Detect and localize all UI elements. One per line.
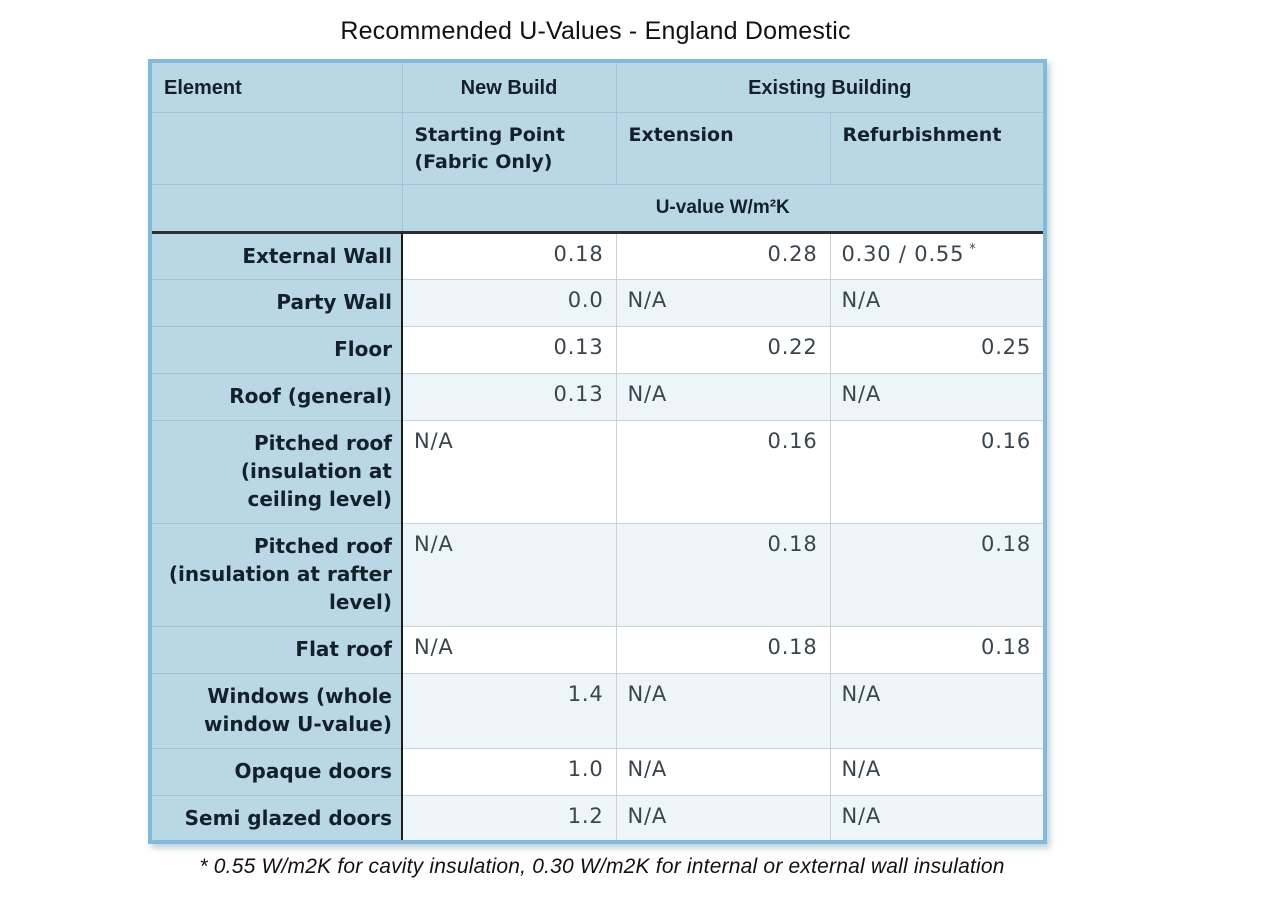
cell-refurbishment: N/A (829, 747, 1046, 796)
cell-starting-point: 1.2 (401, 794, 617, 843)
cell-starting-point: 1.4 (401, 672, 617, 749)
table-row: Pitched roof (insulation at ceiling leve… (149, 419, 1046, 524)
table-row: Party Wall 0.0 N/A N/A (149, 278, 1046, 327)
cell-extension: N/A (615, 747, 831, 796)
cell-starting-point: N/A (401, 522, 617, 627)
column-header-extension: Extension (615, 111, 831, 185)
column-header-new-build: New Build (401, 60, 617, 113)
u-values-sheet: Recommended U-Values - England Domestic … (148, 17, 1047, 879)
cell-extension: N/A (615, 794, 831, 843)
cell-refurbishment: N/A (829, 794, 1046, 843)
cell-starting-point: 1.0 (401, 747, 617, 796)
cell-starting-point: N/A (401, 419, 617, 524)
row-label: Roof (general) (149, 372, 403, 421)
header-row-groups: Element New Build Existing Building (149, 60, 1046, 113)
table-row: Windows (whole window U-value) 1.4 N/A N… (149, 672, 1046, 749)
cell-starting-point: 0.13 (401, 325, 617, 374)
cell-extension: N/A (615, 372, 831, 421)
cell-extension: 0.18 (615, 625, 831, 674)
cell-starting-point: N/A (401, 625, 617, 674)
row-label: Floor (149, 325, 403, 374)
unit-header: U-value W/m²K (401, 183, 1046, 234)
row-label: Opaque doors (149, 747, 403, 796)
row-label: Pitched roof (insulation at rafter level… (149, 522, 403, 627)
header-spacer-cell (149, 183, 403, 234)
page-title: Recommended U-Values - England Domestic (340, 17, 851, 45)
table-row: Semi glazed doors 1.2 N/A N/A (149, 794, 1046, 843)
row-label: Pitched roof (insulation at ceiling leve… (149, 419, 403, 524)
column-header-element: Element (149, 60, 403, 113)
row-label: Flat roof (149, 625, 403, 674)
column-header-starting-point: Starting Point (Fabric Only) (401, 111, 617, 185)
header-row-unit: U-value W/m²K (149, 183, 1046, 234)
cell-extension: 0.16 (615, 419, 831, 524)
cell-refurbishment: 0.18 (829, 625, 1046, 674)
cell-refurbishment: N/A (829, 278, 1046, 327)
cell-extension: N/A (615, 672, 831, 749)
cell-value: 0.30 / 0.55 (841, 241, 965, 266)
row-label: Windows (whole window U-value) (149, 672, 403, 749)
cell-refurbishment: 0.18 (829, 522, 1046, 627)
row-label: External Wall (149, 231, 403, 280)
cell-starting-point: 0.18 (401, 231, 617, 280)
table-row: Pitched roof (insulation at rafter level… (149, 522, 1046, 627)
cell-refurbishment: 0.25 (829, 325, 1046, 374)
cell-extension: 0.28 (615, 231, 831, 280)
table-row: Floor 0.13 0.22 0.25 (149, 325, 1046, 374)
cell-extension: 0.18 (615, 522, 831, 627)
header-spacer-cell (149, 111, 403, 185)
row-label: Party Wall (149, 278, 403, 327)
table-row: External Wall 0.18 0.28 0.30 / 0.55 * (149, 231, 1046, 280)
cell-refurbishment: N/A (829, 672, 1046, 749)
column-header-refurbishment: Refurbishment (829, 111, 1046, 185)
column-header-existing-building: Existing Building (615, 60, 1046, 113)
row-label: Semi glazed doors (149, 794, 403, 843)
cell-extension: 0.22 (615, 325, 831, 374)
table-row: Flat roof N/A 0.18 0.18 (149, 625, 1046, 674)
cell-extension: N/A (615, 278, 831, 327)
table-row: Roof (general) 0.13 N/A N/A (149, 372, 1046, 421)
header-row-subcolumns: Starting Point (Fabric Only) Extension R… (149, 111, 1046, 185)
table-row: Opaque doors 1.0 N/A N/A (149, 747, 1046, 796)
footnote: * 0.55 W/m2K for cavity insulation, 0.30… (199, 855, 1005, 878)
cell-starting-point: 0.0 (401, 278, 617, 327)
cell-starting-point: 0.13 (401, 372, 617, 421)
cell-refurbishment: 0.16 (829, 419, 1046, 524)
cell-refurbishment: 0.30 / 0.55 * (829, 231, 1046, 280)
footnote-marker: * (969, 241, 976, 257)
cell-refurbishment: N/A (829, 372, 1046, 421)
u-values-table: Element New Build Existing Building Star… (148, 59, 1047, 844)
